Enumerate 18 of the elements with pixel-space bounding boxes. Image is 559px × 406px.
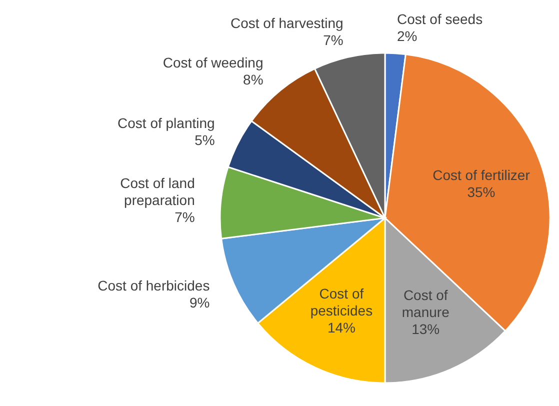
data-label: 2% [396,28,418,44]
slice-label: Cost of herbicides [98,277,210,294]
slice-label: Cost of seeds [396,10,483,27]
data-label: 7% [174,209,195,226]
slice-label: Cost of pesticides [310,286,373,319]
slice-label: Cost of manure [402,286,450,320]
data-label: 13% [412,320,440,337]
slice-label: Cost of weeding [162,54,264,70]
data-label: 14% [327,320,356,336]
data-label: 7% [323,32,344,48]
slice-label: Cost of fertilizer [432,166,530,183]
slice-label: Cost of harvesting [230,15,344,32]
data-label: 5% [194,132,215,148]
slice-label: Cost of planting [118,114,215,131]
slice-label: Cost of land preparation [120,175,195,208]
data-label: 8% [243,71,264,88]
data-label: 35% [467,184,496,200]
data-label: 9% [189,294,210,310]
